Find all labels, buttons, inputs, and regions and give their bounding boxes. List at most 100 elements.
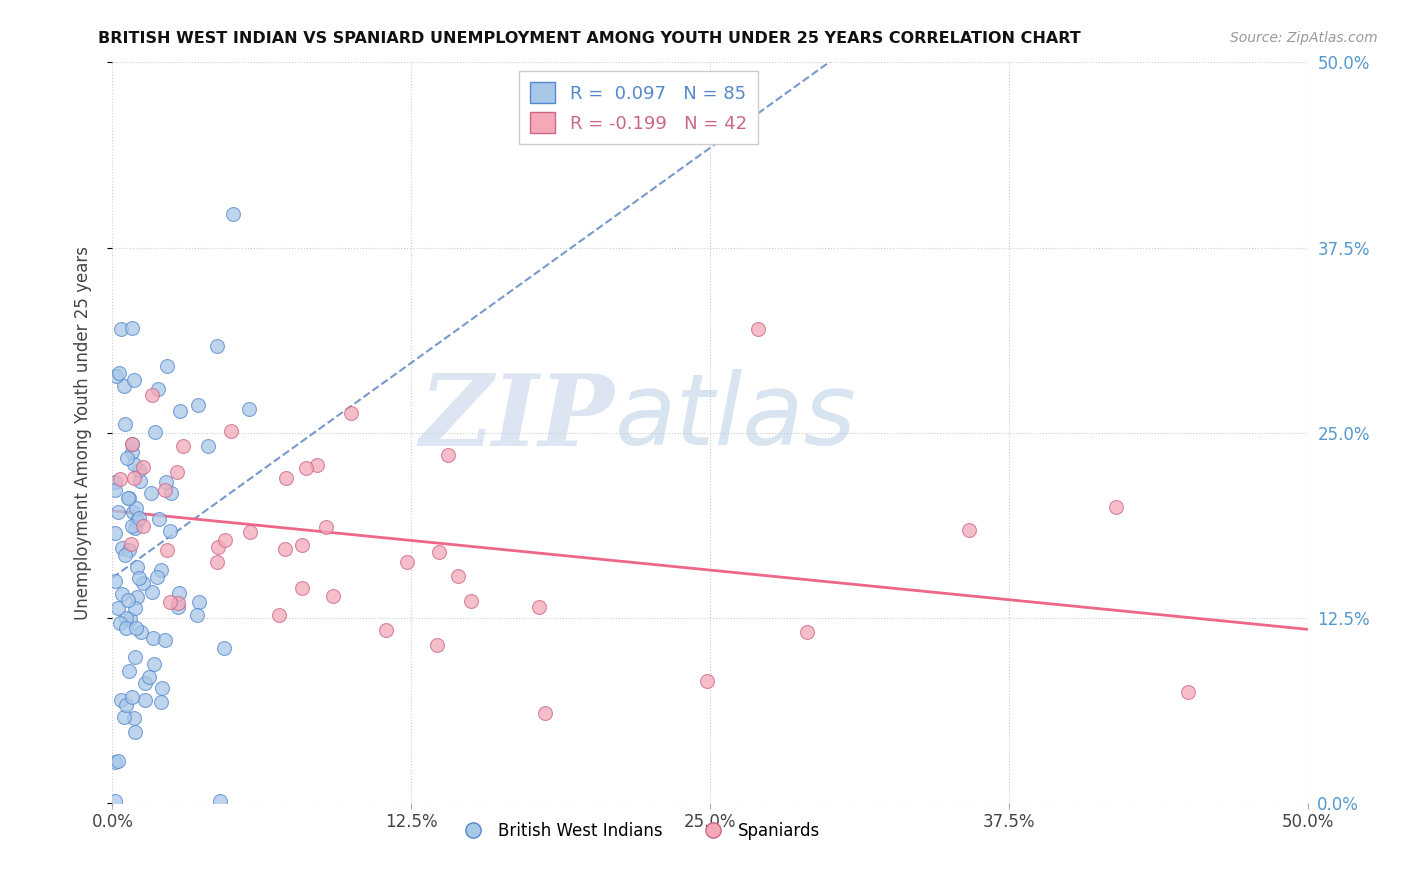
Y-axis label: Unemployment Among Youth under 25 years: Unemployment Among Youth under 25 years (73, 245, 91, 620)
Point (111, 541, 134, 556)
Point (1105, 500, 1128, 514)
Point (796, 624, 818, 639)
Point (187, 595, 209, 609)
Point (122, 457, 145, 471)
Point (146, 382, 169, 396)
Point (132, 576, 155, 591)
Point (132, 519, 155, 533)
Point (533, 706, 555, 720)
Point (121, 444, 143, 458)
Point (107, 505, 129, 519)
Point (155, 483, 177, 497)
Point (169, 404, 191, 418)
Point (118, 543, 141, 558)
Point (238, 402, 260, 417)
Point (291, 581, 314, 595)
Point (187, 398, 209, 412)
Point (107, 754, 129, 768)
Point (1177, 685, 1199, 699)
Point (339, 406, 361, 420)
Point (138, 670, 160, 684)
Point (142, 657, 165, 671)
Point (155, 543, 177, 558)
Point (117, 592, 139, 607)
Point (221, 207, 243, 221)
Point (747, 322, 769, 336)
Point (166, 596, 188, 610)
Point (114, 417, 136, 431)
Point (112, 378, 135, 392)
Point (205, 555, 228, 569)
Point (267, 607, 290, 622)
Point (160, 486, 183, 500)
Point (129, 624, 152, 639)
Point (159, 524, 181, 539)
Point (121, 518, 143, 533)
Point (122, 505, 145, 519)
Point (212, 641, 235, 656)
Point (150, 681, 173, 695)
Point (127, 591, 149, 605)
Point (208, 794, 231, 808)
Point (114, 548, 136, 562)
Point (153, 633, 176, 648)
Point (124, 520, 146, 534)
Point (205, 339, 228, 353)
Point (395, 556, 418, 570)
Point (118, 612, 141, 626)
Point (128, 510, 150, 524)
Point (291, 538, 314, 552)
Text: ZIP: ZIP (419, 369, 614, 466)
Point (121, 690, 143, 705)
Point (146, 570, 169, 584)
Point (107, 601, 129, 615)
Point (149, 563, 172, 577)
Point (121, 437, 143, 451)
Point (426, 638, 449, 652)
Point (172, 439, 194, 453)
Point (115, 450, 138, 465)
Point (121, 321, 143, 335)
Point (131, 460, 153, 475)
Point (104, 755, 127, 769)
Point (124, 725, 146, 739)
Point (128, 463, 150, 477)
Point (117, 491, 139, 505)
Point (214, 533, 236, 547)
Point (219, 424, 242, 438)
Point (124, 650, 146, 665)
Point (166, 465, 188, 479)
Point (125, 621, 148, 635)
Point (104, 475, 127, 490)
Point (128, 571, 150, 585)
Text: BRITISH WEST INDIAN VS SPANIARD UNEMPLOYMENT AMONG YOUTH UNDER 25 YEARS CORRELAT: BRITISH WEST INDIAN VS SPANIARD UNEMPLOY… (98, 31, 1081, 46)
Point (111, 587, 134, 601)
Point (141, 584, 163, 599)
Point (114, 621, 136, 635)
Legend: British West Indians, Spaniards: British West Indians, Spaniards (450, 815, 827, 847)
Point (110, 322, 132, 336)
Point (104, 368, 127, 383)
Point (104, 794, 127, 808)
Point (186, 607, 208, 622)
Point (124, 601, 146, 615)
Point (527, 600, 550, 615)
Point (104, 574, 127, 588)
Text: Source: ZipAtlas.com: Source: ZipAtlas.com (1230, 31, 1378, 45)
Point (427, 545, 450, 559)
Point (315, 520, 337, 534)
Point (129, 474, 152, 488)
Text: atlas: atlas (614, 369, 856, 467)
Point (375, 624, 398, 638)
Point (134, 693, 156, 707)
Point (118, 491, 141, 505)
Point (295, 461, 318, 475)
Point (122, 373, 145, 387)
Point (148, 512, 170, 526)
Point (118, 664, 141, 678)
Point (460, 594, 482, 608)
Point (112, 710, 135, 724)
Point (207, 540, 229, 554)
Point (122, 711, 145, 725)
Point (437, 448, 460, 462)
